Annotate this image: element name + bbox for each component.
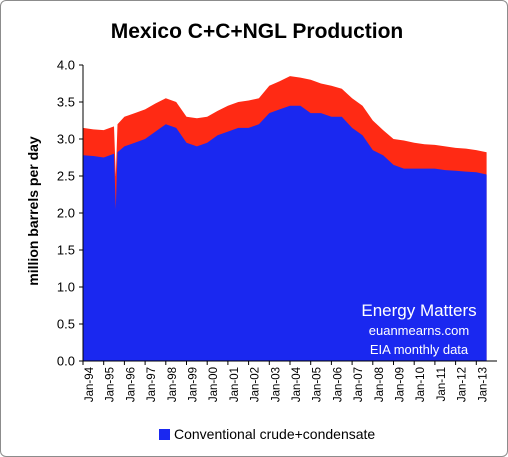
legend-label-crude: Conventional crude+condensate	[174, 426, 375, 442]
x-tick-label: Jan-94	[84, 366, 96, 402]
x-tick-label: Jan-99	[188, 367, 200, 402]
x-tick-label: Jan-06	[332, 367, 344, 402]
x-tick-label: Jan-07	[353, 367, 365, 402]
x-tick-label: Jan-96	[125, 367, 137, 402]
x-tick-label: Jan-09	[395, 367, 407, 402]
annotation-website: euanmearns.com	[369, 323, 469, 338]
y-tick-label: 3.0	[57, 132, 75, 147]
x-tick-label: Jan-10	[415, 367, 427, 402]
x-tick-label: Jan-02	[250, 367, 262, 402]
x-tick-label: Jan-97	[146, 367, 158, 402]
y-tick-label: 1.5	[57, 243, 75, 258]
y-tick-label: 2.0	[57, 206, 75, 221]
y-tick-label: 3.5	[57, 95, 75, 110]
legend: Conventional crude+condensate	[159, 426, 375, 442]
x-tick-label: Jan-13	[477, 367, 489, 402]
y-tick-label: 1.0	[57, 280, 75, 295]
chart-title: Mexico C+C+NGL Production	[111, 20, 404, 43]
x-tick-label: Jan-03	[270, 367, 282, 402]
x-tick-label: Jan-05	[312, 367, 324, 402]
x-tick-label: Jan-00	[208, 367, 220, 402]
y-tick-label: 2.5	[57, 169, 75, 184]
x-tick-label: Jan-98	[167, 367, 179, 402]
x-tick-label: Jan-08	[374, 367, 386, 402]
plot-area: 0.0 0.5 1.0 1.5 2.0 2.5 3.0 3.5 4.0 Jan-94 Jan-95 J…	[57, 58, 497, 402]
x-tick-label: Jan-12	[457, 367, 469, 402]
y-tick-label: 4.0	[57, 58, 75, 73]
x-tick-label: Jan-95	[105, 367, 117, 402]
y-tick-label: 0.0	[57, 354, 75, 369]
watermark: Energy Matters euanmearns.com EIA monthl…	[361, 301, 476, 357]
annotation-energy-matters: Energy Matters	[361, 301, 476, 320]
legend-swatch-crude	[159, 429, 170, 440]
y-tick-label: 0.5	[57, 317, 75, 332]
annotation-source: EIA monthly data	[370, 342, 469, 357]
x-tick-label: Jan-11	[436, 367, 448, 401]
x-tick-label: Jan-04	[291, 366, 303, 402]
x-tick-label: Jan-01	[229, 367, 241, 402]
y-axis-label: million barrels per day	[25, 136, 41, 286]
area-series-conventional-crude-condensate	[83, 105, 487, 361]
